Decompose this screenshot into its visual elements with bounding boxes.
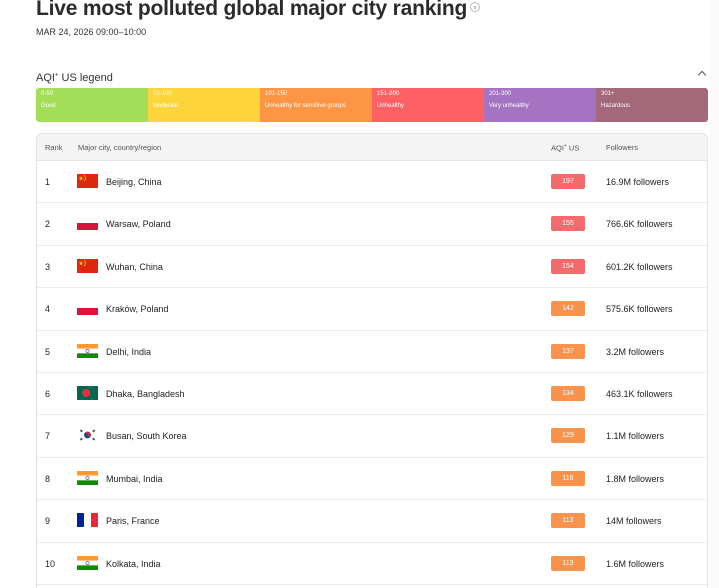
city-link[interactable]: Paris, France (106, 516, 160, 527)
poland-flag (77, 301, 98, 316)
rank-cell: 10 (45, 558, 56, 569)
aqi-badge: 113 (551, 513, 585, 529)
rank-cell: 3 (45, 261, 51, 272)
city-link[interactable]: Kolkata, India (106, 558, 161, 569)
legend-header[interactable]: AQI+ US legend (36, 68, 708, 84)
header-rank: Rank (45, 143, 63, 152)
india-flag (77, 470, 98, 485)
table-row[interactable]: 3 Wuhan, China 154 601.2K followers (37, 246, 707, 289)
city-link[interactable]: Beijing, China (106, 177, 162, 187)
scrollbar[interactable] (710, 0, 719, 588)
table-body: 1 Beijing, China 197 16.9M followers 2 Warsaw… (37, 161, 707, 585)
india-flag (77, 555, 98, 570)
city-link[interactable]: Kraków, Poland (106, 304, 169, 315)
followers-cell: 601.2K followers (606, 261, 673, 272)
page-title: Live most polluted global major city ran… (36, 0, 481, 21)
legend-label: Hazardous (601, 103, 631, 109)
chevron-up-icon[interactable] (697, 70, 707, 80)
followers-cell: 1.1M followers (606, 431, 665, 442)
city-link[interactable]: Delhi, India (106, 346, 152, 357)
legend-range: 101-150 (265, 91, 288, 97)
table-row[interactable]: 4 Kraków, Poland 142 575.6K followers (37, 288, 707, 331)
ranking-table: Rank Major city, country/region AQI+ US … (36, 133, 708, 588)
followers-cell: 3.2M followers (606, 346, 665, 357)
aqi-badge: 116 (551, 470, 585, 486)
table-header: Rank Major city, country/region AQI+ US … (37, 134, 707, 161)
france-flag (77, 513, 98, 528)
city-link[interactable]: Busan, South Korea (106, 431, 187, 442)
rank-cell: 8 (45, 473, 51, 484)
city-link[interactable]: Mumbai, India (106, 473, 163, 484)
legend-label: Unhealthy for sensitive groups (265, 103, 346, 109)
legend-label: Good (41, 103, 56, 109)
legend-range: 51-100 (153, 91, 172, 97)
china-flag (77, 174, 98, 188)
city-link[interactable]: Warsaw, Poland (106, 219, 171, 230)
table-row[interactable]: 1 Beijing, China 197 16.9M followers (37, 161, 707, 204)
legend-range: 301+ (601, 91, 615, 97)
legend-title: AQI+ US legend (36, 72, 113, 84)
table-row[interactable]: 8 Mumbai, India 116 1.8M followers (37, 458, 707, 501)
table-row[interactable]: 9 Paris, France 113 14M followers (37, 500, 707, 543)
followers-cell: 575.6K followers (606, 304, 673, 315)
aqi-legend-bar: 0-50 Good 51-100 Moderate 101-150 Unhealthy f… (36, 88, 708, 122)
followers-cell: 1.8M followers (606, 473, 665, 484)
followers-cell: 766.6K followers (606, 219, 673, 230)
table-row[interactable]: 10 Kolkata, India 113 1.6M followers (37, 543, 707, 585)
legend-range: 151-200 (377, 91, 400, 97)
rank-cell: 4 (45, 304, 51, 315)
rank-cell: 5 (45, 346, 51, 357)
table-row[interactable]: 2 Warsaw, Poland 155 766.6K followers (37, 203, 707, 246)
legend-label: Very unhealthy (489, 103, 529, 109)
date-range: MAR 24, 2026 09:00–10:00 (36, 27, 147, 37)
page-title-text: Live most polluted global major city ran… (36, 0, 468, 20)
followers-cell: 1.6M followers (606, 558, 665, 569)
followers-cell: 14M followers (606, 516, 662, 527)
followers-cell: 16.9M followers (606, 177, 670, 187)
bangladesh-flag (77, 385, 98, 400)
aqi-badge: 155 (551, 216, 585, 232)
city-link[interactable]: Dhaka, Bangladesh (106, 388, 185, 399)
aqi-badge: 134 (551, 385, 585, 401)
legend-label: Unhealthy (377, 103, 405, 109)
table-row[interactable]: 5 Delhi, India 137 3.2M followers (37, 331, 707, 373)
legend-segment: 151-200 Unhealthy (372, 88, 484, 122)
header-city: Major city, country/region (78, 143, 162, 152)
table-row[interactable]: 7 Busan, South Korea 129 1.1M followers (37, 415, 707, 458)
legend-range: 0-50 (41, 91, 54, 97)
rank-cell: 7 (45, 431, 51, 442)
india-flag (77, 343, 98, 358)
followers-cell: 463.1K followers (606, 388, 673, 399)
china-flag (77, 258, 98, 273)
header-aqi: AQI+ US (551, 143, 580, 153)
legend-range: 201-300 (489, 91, 512, 97)
poland-flag (77, 216, 98, 231)
aqi-badge: 197 (551, 174, 585, 189)
aqi-badge: 113 (551, 555, 585, 571)
legend-segment: 51-100 Moderate (148, 88, 260, 122)
aqi-badge: 142 (551, 301, 585, 317)
rank-cell: 6 (45, 388, 51, 399)
rank-cell: 2 (45, 219, 51, 230)
aqi-badge: 154 (551, 258, 585, 274)
rank-cell: 9 (45, 516, 51, 527)
header-followers: Followers (606, 143, 639, 152)
legend-label: Moderate (153, 103, 179, 109)
rank-cell: 1 (45, 177, 51, 187)
aqi-badge: 129 (551, 428, 585, 444)
aqi-badge: 137 (551, 343, 585, 359)
legend-segment: 0-50 Good (36, 88, 148, 122)
legend-segment: 101-150 Unhealthy for sensitive groups (260, 88, 372, 122)
legend-segment: 201-300 Very unhealthy (484, 88, 596, 122)
legend-segment: 301+ Hazardous (596, 88, 708, 122)
info-icon[interactable] (470, 2, 481, 12)
table-row[interactable]: 6 Dhaka, Bangladesh 134 463.1K followers (37, 373, 707, 416)
city-link[interactable]: Wuhan, China (106, 261, 163, 272)
south-korea-flag (77, 428, 98, 443)
